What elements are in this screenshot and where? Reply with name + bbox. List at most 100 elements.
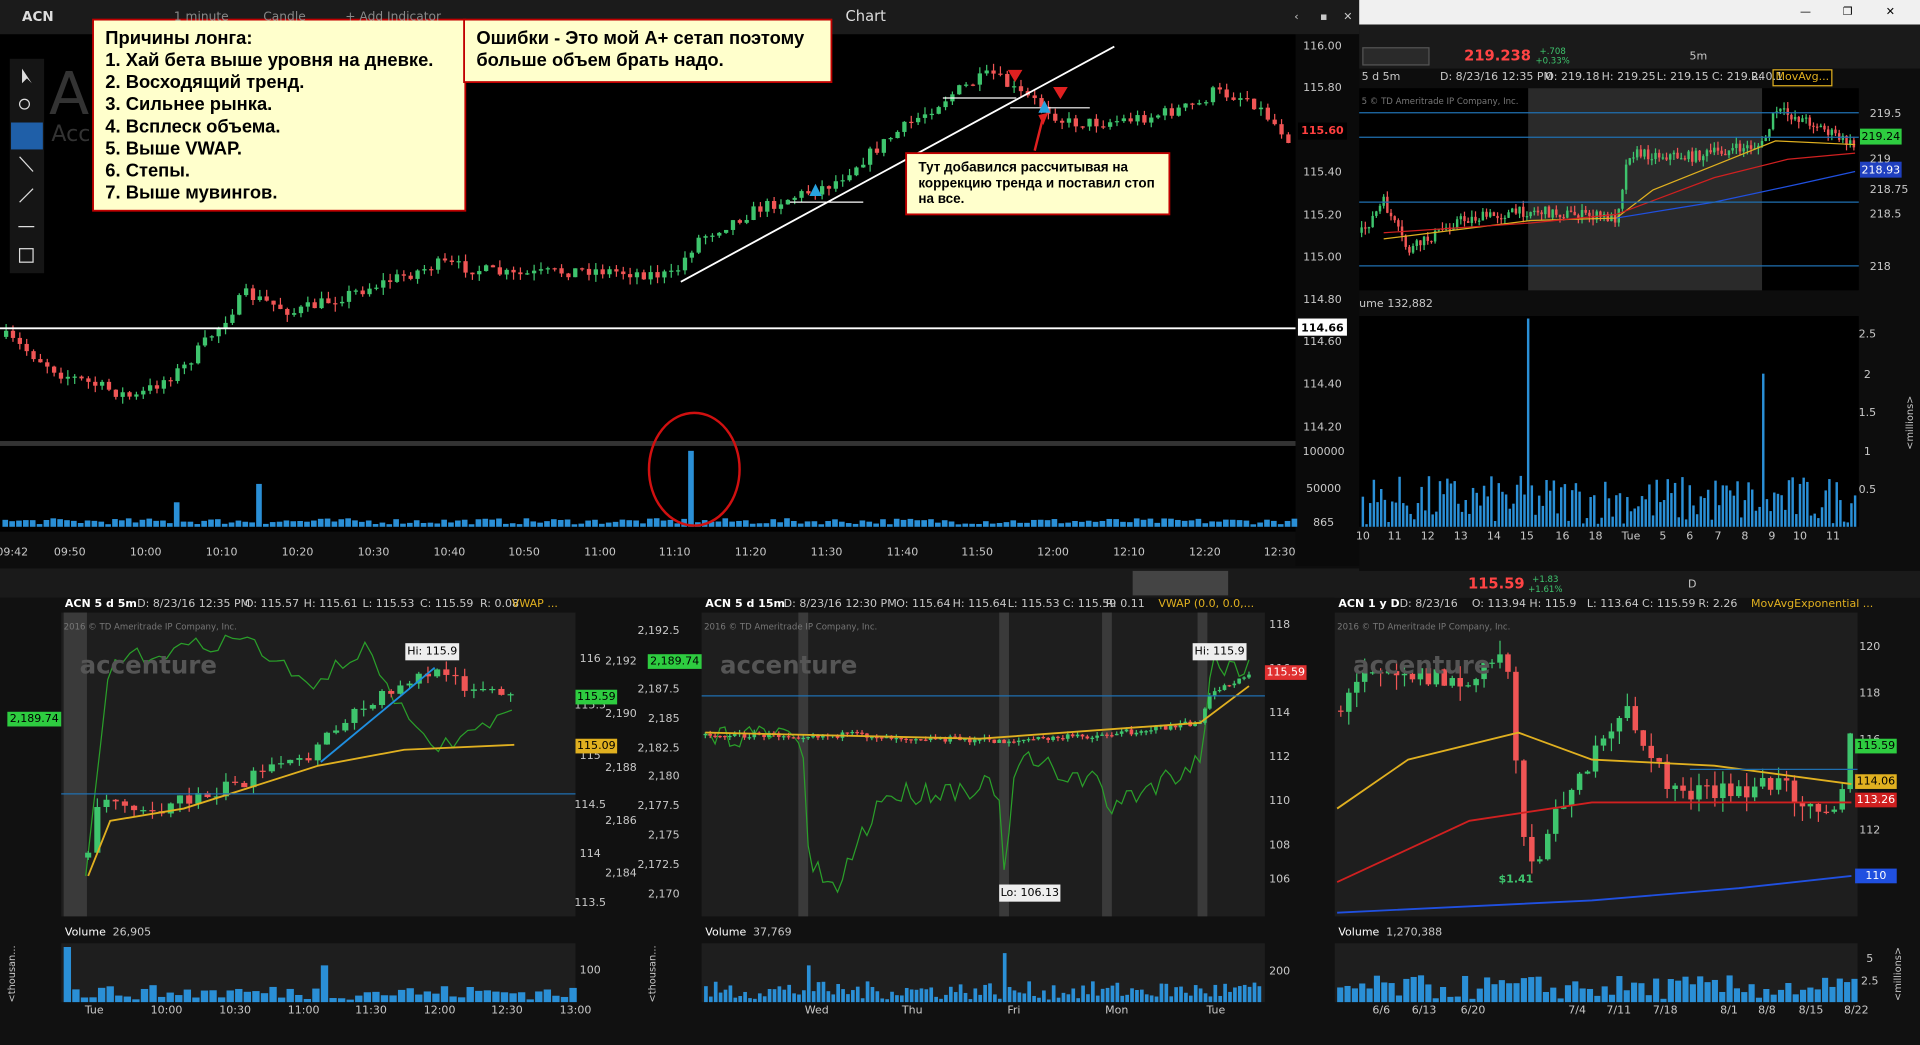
candle [1011,86,1017,88]
volume-bar [1482,485,1486,527]
toolbar-button[interactable]: 1 minute [174,10,229,24]
candle [648,272,653,280]
candle [723,229,729,233]
volume-bar [1391,501,1394,527]
volume-bar [900,995,904,1003]
candle [1144,731,1148,733]
header-field: R: 0.1 [1751,70,1783,83]
window-close[interactable]: ✕ [1886,5,1895,18]
left-marker: 2,189.74 [10,712,59,725]
volume-bar [1719,991,1726,1003]
x-label: 12:00 [424,1004,456,1017]
symbol-box[interactable] [1362,47,1430,66]
candle [1411,245,1415,253]
volume-bar [757,993,762,1003]
tool-line[interactable] [19,156,34,172]
toolbar-button[interactable]: + Add Indicator [345,10,442,24]
candle [346,290,352,302]
candle [1521,760,1527,837]
left-tick: 2,192 [605,655,637,668]
volume-bar [1453,481,1456,527]
candle [972,739,977,743]
volume-bar [1791,477,1794,527]
volume-bar [180,521,187,527]
volume-bar [978,994,983,1003]
volume-bar [1615,495,1618,527]
dividend-label: $1.41 [1499,873,1534,886]
volume-bar [804,521,811,527]
volume-bar [517,992,526,1003]
volume-bar [1394,502,1398,527]
candle [1845,135,1848,145]
marker-label: 115.59 [1266,666,1305,679]
volume-bar [1037,997,1041,1003]
volume-bar [146,518,153,527]
candle [811,736,815,738]
volume-bar [363,992,372,1003]
volume-bar [1442,494,1445,527]
volume-bar [215,519,221,527]
candle [1632,157,1635,159]
volume-bar [1792,994,1799,1003]
volume-bar [1291,518,1298,527]
candle [566,273,571,278]
candle [10,330,16,338]
volume-bar [71,520,77,527]
candle [1656,758,1662,762]
volume-bar [1471,487,1475,527]
volume-bar [1556,513,1559,527]
candle [1808,117,1812,126]
volume-bar [1490,476,1493,527]
volume-unit: <millions> [1893,947,1904,1001]
candle [489,688,496,691]
tool-arrow[interactable] [19,188,34,203]
candle [1018,86,1024,92]
candle [1823,811,1830,813]
candle [237,295,242,315]
interval[interactable]: D [1688,577,1696,590]
volume-bar [919,988,924,1003]
volume-bar [98,521,105,527]
session-shade [1528,88,1763,291]
candle [703,733,708,736]
volume-bar [1188,520,1195,527]
tool-active[interactable] [11,122,43,150]
volume-bar [496,518,502,527]
volume-bar [516,524,523,527]
candle [79,376,84,379]
x-label: 11:00 [288,1004,320,1017]
candle [669,270,674,272]
candle [285,309,290,315]
panel3-toolbar [1334,570,1920,598]
volume-bar [311,520,317,527]
tool-rect[interactable] [18,248,34,263]
candle [607,269,612,275]
volume-bar [748,998,752,1003]
candle [1073,118,1078,127]
volume-bar [1648,484,1651,527]
window-close[interactable]: ✕ [1343,10,1352,23]
window-control[interactable]: — [1800,5,1811,18]
volume-bar [1640,496,1644,527]
candle [507,694,514,696]
window-control[interactable]: ▪ [1320,10,1327,23]
volume-bar [1209,521,1215,527]
volume-bar [1530,485,1534,527]
candle [1815,803,1822,812]
volume-bar [1140,519,1147,527]
candle [374,287,379,289]
scroll-thumb[interactable] [1132,570,1229,596]
interval[interactable]: 5m [1689,49,1707,62]
volume-bar [457,997,466,1003]
marker-label: 219.24 [1862,130,1901,143]
candle [401,274,406,276]
candle [870,737,874,739]
window-control[interactable]: ‹ [1294,10,1298,23]
volume-bar [1405,505,1409,527]
volume-bar [811,521,818,527]
volume-bar [1706,489,1710,527]
tool-zoom[interactable] [18,98,31,110]
toolbar-button[interactable]: Candle [263,10,305,24]
volume-bar [468,524,475,527]
window-control[interactable]: ❐ [1843,5,1853,18]
